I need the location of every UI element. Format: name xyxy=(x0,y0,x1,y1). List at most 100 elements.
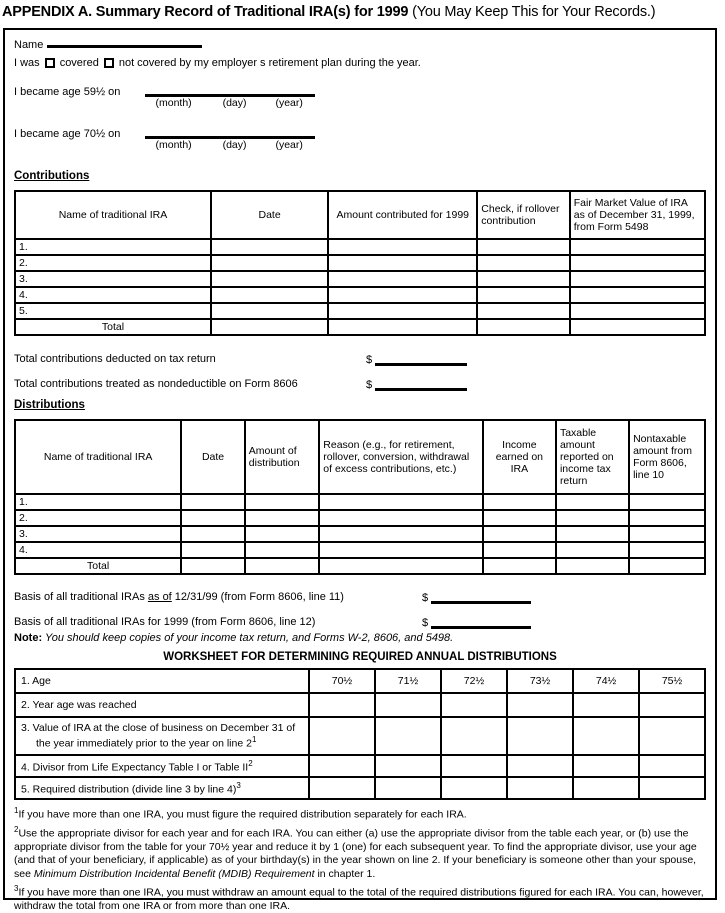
age-70-date-field: (month) (day) (year) xyxy=(145,125,316,151)
worksheet-cell-blank[interactable] xyxy=(572,754,641,778)
table-cell-blank[interactable] xyxy=(476,302,571,320)
worksheet-cell-blank[interactable] xyxy=(638,692,706,718)
age-59-date-line[interactable] xyxy=(145,83,316,97)
basis-asof-amount-line[interactable] xyxy=(431,594,532,604)
table-cell-blank[interactable] xyxy=(481,509,557,527)
table-cell-blank[interactable] xyxy=(628,509,706,527)
worksheet-cell-blank[interactable] xyxy=(638,716,706,756)
worksheet-cell-blank[interactable] xyxy=(373,776,443,800)
table-cell-blank[interactable] xyxy=(243,509,321,527)
table-cell-blank[interactable] xyxy=(481,493,557,511)
table-cell-blank[interactable] xyxy=(318,525,484,543)
table-cell-blank[interactable] xyxy=(568,254,707,272)
table-cell-blank[interactable] xyxy=(318,557,484,575)
table-cell-blank[interactable] xyxy=(476,270,571,288)
worksheet-cell-blank[interactable] xyxy=(572,716,641,756)
not-covered-checkbox[interactable] xyxy=(103,58,114,68)
table-cell-blank[interactable] xyxy=(180,557,246,575)
table-cell-blank[interactable] xyxy=(554,541,631,559)
basis-1999-amount-line[interactable] xyxy=(431,619,532,629)
table-cell-blank[interactable] xyxy=(327,270,479,288)
table-cell-blank[interactable] xyxy=(180,509,246,527)
worksheet-cell-blank[interactable] xyxy=(307,716,376,756)
deducted-amount-line[interactable] xyxy=(375,356,468,366)
table-cell-blank[interactable] xyxy=(476,318,571,336)
worksheet-cell-blank[interactable] xyxy=(506,716,575,756)
table-cell-blank[interactable] xyxy=(180,493,246,511)
table-cell-blank[interactable] xyxy=(554,509,631,527)
table-cell-blank[interactable] xyxy=(327,238,479,256)
worksheet-cell-blank[interactable] xyxy=(572,692,641,718)
table-cell-blank[interactable] xyxy=(628,541,706,559)
worksheet-cell-blank[interactable] xyxy=(638,776,706,800)
basis-asof-label: Basis of all traditional IRAs as of 12/3… xyxy=(14,591,422,604)
footnote-2-italic: Minimum Distribution Incidental Benefit … xyxy=(33,867,315,880)
table-cell-blank[interactable] xyxy=(318,541,484,559)
table-cell-blank[interactable] xyxy=(327,318,479,336)
age-column-header: 72½ xyxy=(439,668,509,694)
worksheet-cell-blank[interactable] xyxy=(373,692,443,718)
table-cell-blank[interactable] xyxy=(209,302,330,320)
worksheet-cell-blank[interactable] xyxy=(373,716,443,756)
table-cell-blank[interactable] xyxy=(209,254,330,272)
table-cell-blank[interactable] xyxy=(327,254,479,272)
nondeductible-amount-line[interactable] xyxy=(375,381,468,391)
worksheet-cell-blank[interactable] xyxy=(439,754,509,778)
table-cell-blank[interactable] xyxy=(243,493,321,511)
table-cell-blank[interactable] xyxy=(243,525,321,543)
table-cell-blank[interactable] xyxy=(476,286,571,304)
footnote-3-marker: 3 xyxy=(14,884,19,894)
table-cell-blank[interactable] xyxy=(209,286,330,304)
table-cell-blank[interactable] xyxy=(318,509,484,527)
table-cell-blank[interactable] xyxy=(481,525,557,543)
table-cell-blank[interactable] xyxy=(243,557,321,575)
table-cell-blank[interactable] xyxy=(554,493,631,511)
table-cell-blank[interactable] xyxy=(327,302,479,320)
worksheet-cell-blank[interactable] xyxy=(373,754,443,778)
table-cell-blank[interactable] xyxy=(628,557,706,575)
table-cell-blank[interactable] xyxy=(628,493,706,511)
covered-checkbox[interactable] xyxy=(44,58,55,68)
column-header-rollover: Check, if rollover contribution xyxy=(476,190,571,240)
footnote-3: 3If you have more than one IRA, you must… xyxy=(14,882,706,913)
coverage-prefix: I was xyxy=(14,57,40,69)
table-cell-blank[interactable] xyxy=(568,286,707,304)
table-cell-blank[interactable] xyxy=(209,318,330,336)
table-cell-blank[interactable] xyxy=(554,557,631,575)
table-cell-blank[interactable] xyxy=(180,525,246,543)
month-label: (month) xyxy=(155,139,192,151)
row-number: 1. xyxy=(13,493,183,511)
age-70-date-line[interactable] xyxy=(145,125,316,139)
worksheet-cell-blank[interactable] xyxy=(307,754,376,778)
worksheet-label-year: 2. Year age was reached xyxy=(14,692,310,718)
table-cell-blank[interactable] xyxy=(476,238,571,256)
table-cell-blank[interactable] xyxy=(209,238,330,256)
worksheet-cell-blank[interactable] xyxy=(506,692,575,718)
name-input-line[interactable] xyxy=(47,37,203,48)
worksheet-cell-blank[interactable] xyxy=(307,776,376,800)
worksheet-cell-blank[interactable] xyxy=(638,754,706,778)
worksheet-cell-blank[interactable] xyxy=(506,776,575,800)
nondeductible-contributions-row: Total contributions treated as nondeduct… xyxy=(14,374,706,391)
table-cell-blank[interactable] xyxy=(481,541,557,559)
table-cell-blank[interactable] xyxy=(554,525,631,543)
worksheet-cell-blank[interactable] xyxy=(572,776,641,800)
table-cell-blank[interactable] xyxy=(243,541,321,559)
worksheet-cell-blank[interactable] xyxy=(307,692,376,718)
table-cell-blank[interactable] xyxy=(568,238,707,256)
table-cell-blank[interactable] xyxy=(209,270,330,288)
table-cell-blank[interactable] xyxy=(628,525,706,543)
table-cell-blank[interactable] xyxy=(568,270,707,288)
worksheet-cell-blank[interactable] xyxy=(439,716,509,756)
table-cell-blank[interactable] xyxy=(180,541,246,559)
worksheet-cell-blank[interactable] xyxy=(439,692,509,718)
table-cell-blank[interactable] xyxy=(568,318,707,336)
worksheet-cell-blank[interactable] xyxy=(439,776,509,800)
table-cell-blank[interactable] xyxy=(327,286,479,304)
table-cell-blank[interactable] xyxy=(476,254,571,272)
footnote-2: 2Use the appropriate divisor for each ye… xyxy=(14,823,706,881)
table-cell-blank[interactable] xyxy=(481,557,557,575)
table-cell-blank[interactable] xyxy=(568,302,707,320)
worksheet-cell-blank[interactable] xyxy=(506,754,575,778)
table-cell-blank[interactable] xyxy=(318,493,484,511)
